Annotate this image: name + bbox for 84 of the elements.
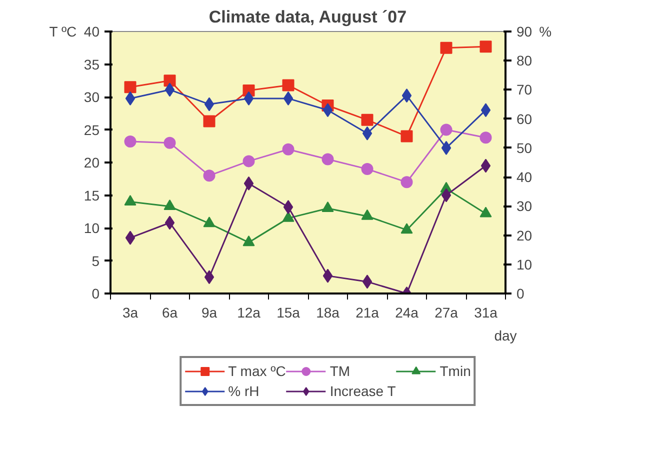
- point: [242, 155, 255, 168]
- point: [400, 223, 413, 234]
- point: [480, 132, 492, 144]
- point: [362, 126, 372, 140]
- point: [400, 130, 413, 142]
- y-tick-label: 25: [84, 122, 100, 138]
- point: [322, 153, 334, 166]
- x-tick-label: 3a: [122, 304, 138, 320]
- point: [283, 91, 294, 106]
- x-tick-label: 15a: [276, 304, 300, 320]
- y2-tick-label: 40: [516, 169, 532, 186]
- point: [400, 176, 413, 188]
- point: [441, 188, 452, 202]
- point: [164, 200, 176, 210]
- y2-tick-label: 30: [516, 198, 532, 214]
- point: [480, 206, 492, 218]
- y-tick-label: 40: [84, 24, 100, 40]
- point: [244, 91, 254, 106]
- y2-tick-label: 10: [516, 256, 532, 272]
- y2-tick-label: 20: [516, 227, 532, 244]
- point: [402, 88, 412, 103]
- y2-tick-label: 50: [516, 140, 532, 156]
- point: [164, 136, 176, 149]
- y-tick-label: 20: [84, 154, 100, 170]
- y-tick-label: 15: [84, 187, 100, 204]
- point: [125, 91, 136, 106]
- point: [244, 176, 254, 190]
- point: [203, 216, 216, 228]
- y-tick-label: 30: [84, 89, 100, 105]
- x-tick-label: 31a: [474, 304, 498, 320]
- y2-tick-label: 90: [516, 24, 532, 40]
- point: [124, 194, 136, 206]
- x-tick-label: 9a: [201, 304, 218, 320]
- point: [480, 158, 491, 173]
- point: [322, 202, 334, 212]
- point: [204, 270, 214, 284]
- point: [440, 124, 452, 136]
- x-tick-label: 27a: [434, 304, 458, 320]
- y2-tick-label: 70: [516, 82, 532, 98]
- x-tick-label: 6a: [162, 304, 178, 320]
- y-tick-label: 10: [84, 220, 100, 236]
- point: [480, 103, 491, 118]
- y-tick-label: 35: [84, 56, 100, 72]
- x-tick-label: 24a: [395, 304, 419, 320]
- point: [361, 114, 374, 126]
- legend-label: T max ºC: [228, 363, 286, 379]
- point: [322, 103, 333, 118]
- chart-title: Climate data, August ´07: [208, 8, 407, 26]
- point: [282, 79, 294, 92]
- point: [203, 170, 216, 182]
- x-tick-label: 18a: [316, 304, 340, 320]
- point: [282, 143, 294, 156]
- point: [164, 82, 175, 97]
- point: [164, 74, 176, 87]
- point: [480, 40, 492, 53]
- y-axis-title: T ºC: [49, 24, 77, 40]
- point: [124, 136, 136, 148]
- point: [124, 81, 136, 94]
- point: [164, 216, 175, 230]
- y2-axis-title: %: [539, 24, 552, 40]
- point: [282, 211, 294, 222]
- x-tick-label: 12a: [237, 304, 261, 320]
- y-tick-label: 5: [92, 252, 100, 269]
- point: [361, 209, 374, 220]
- legend-label: Tmin: [440, 363, 471, 379]
- point: [441, 140, 452, 155]
- point: [283, 200, 294, 214]
- legend-label: TM: [330, 363, 350, 379]
- point: [125, 230, 136, 245]
- y2-tick-label: 80: [516, 52, 532, 69]
- y2-tick-label: 60: [516, 110, 532, 127]
- point: [203, 115, 216, 128]
- y-tick-label: 0: [92, 286, 100, 302]
- x-axis-title: day: [494, 328, 517, 344]
- point: [242, 236, 255, 246]
- legend-label: % rH: [228, 383, 260, 399]
- y2-tick-label: 0: [516, 286, 524, 302]
- legend-label: Increase T: [330, 383, 396, 399]
- point: [204, 97, 214, 112]
- point: [362, 274, 372, 289]
- x-tick-label: 21a: [356, 304, 380, 320]
- point: [361, 163, 374, 176]
- point: [322, 268, 333, 283]
- point: [440, 42, 452, 54]
